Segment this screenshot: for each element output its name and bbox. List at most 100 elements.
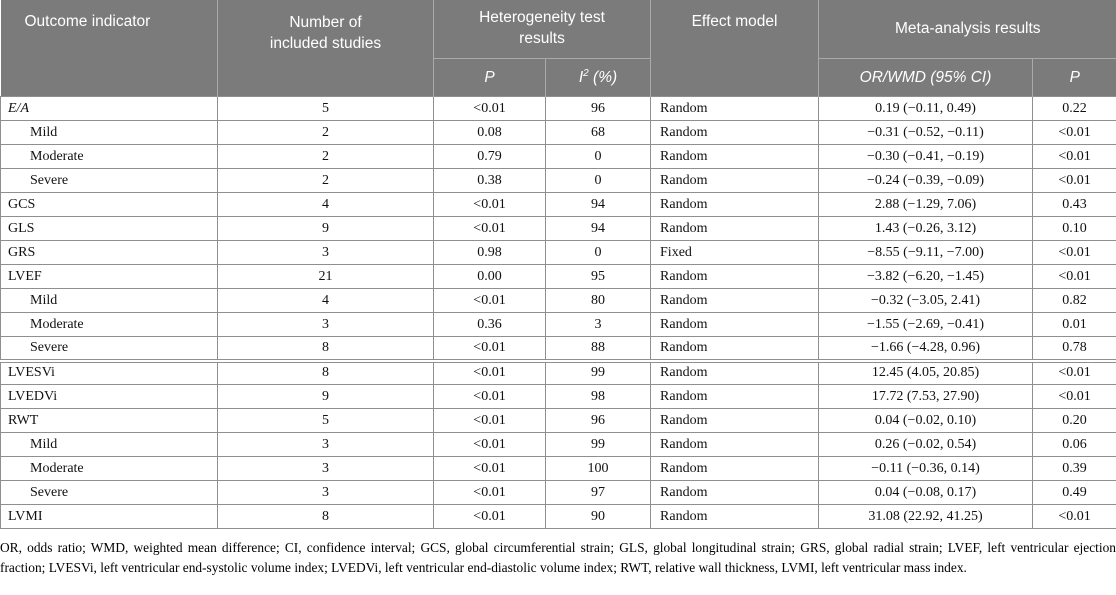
cell-meta-p: <0.01 — [1032, 384, 1116, 409]
cell-effect-model: Random — [650, 432, 820, 457]
cell-meta-p: 0.01 — [1032, 312, 1116, 337]
i-squared-sup: 2 — [583, 67, 589, 79]
cell-heterogeneity-p: <0.01 — [433, 432, 546, 457]
cell-outcome: RWT — [0, 408, 218, 433]
cell-num-studies: 9 — [217, 384, 434, 409]
cell-meta-p: 0.49 — [1032, 480, 1116, 505]
cell-heterogeneity-p: 0.08 — [433, 120, 546, 145]
header-heterogeneity-p: P — [433, 58, 546, 97]
cell-num-studies: 2 — [217, 120, 434, 145]
cell-i-squared: 0 — [544, 240, 652, 265]
table-header: Outcome indicator Number of included stu… — [0, 0, 1116, 97]
cell-or-wmd-ci: 0.19 (−0.11, 0.49) — [818, 96, 1034, 121]
cell-meta-p: <0.01 — [1032, 504, 1116, 529]
cell-effect-model: Random — [650, 456, 820, 481]
table-row: Moderate 2 0.79 0 Random −0.30 (−0.41, −… — [0, 144, 1116, 169]
table-row: LVEDVi 9 <0.01 98 Random 17.72 (7.53, 27… — [0, 384, 1116, 409]
cell-meta-p: <0.01 — [1032, 264, 1116, 289]
cell-num-studies: 4 — [217, 192, 434, 217]
cell-or-wmd-ci: −0.24 (−0.39, −0.09) — [818, 168, 1034, 193]
cell-heterogeneity-p: 0.36 — [433, 312, 546, 337]
table-row: Mild 2 0.08 68 Random −0.31 (−0.52, −0.1… — [0, 120, 1116, 145]
table-row: Moderate 3 0.36 3 Random −1.55 (−2.69, −… — [0, 312, 1116, 337]
cell-i-squared: 95 — [544, 264, 652, 289]
table-row: LVEF 21 0.00 95 Random −3.82 (−6.20, −1.… — [0, 264, 1116, 289]
header-outcome-indicator: Outcome indicator — [0, 0, 218, 97]
cell-outcome: Moderate — [0, 456, 218, 481]
cell-heterogeneity-p: <0.01 — [433, 216, 546, 241]
table-row: LVMI 8 <0.01 90 Random 31.08 (22.92, 41.… — [0, 504, 1116, 529]
cell-effect-model: Random — [650, 312, 820, 337]
header-i-squared: I2 (%) — [544, 58, 652, 97]
cell-or-wmd-ci: 1.43 (−0.26, 3.12) — [818, 216, 1034, 241]
header-number-of-studies: Number of included studies — [217, 0, 434, 97]
cell-effect-model: Random — [650, 504, 820, 529]
cell-num-studies: 3 — [217, 240, 434, 265]
cell-heterogeneity-p: <0.01 — [433, 96, 546, 121]
cell-or-wmd-ci: 17.72 (7.53, 27.90) — [818, 384, 1034, 409]
cell-outcome: GRS — [0, 240, 218, 265]
cell-i-squared: 80 — [544, 288, 652, 313]
cell-num-studies: 8 — [217, 358, 434, 385]
cell-meta-p: 0.20 — [1032, 408, 1116, 433]
header-heterogeneity-test-results: Heterogeneity test results — [432, 0, 652, 59]
cell-heterogeneity-p: 0.98 — [433, 240, 546, 265]
cell-outcome: E/A — [0, 96, 218, 121]
cell-i-squared: 0 — [544, 168, 652, 193]
table-row: E/A 5 <0.01 96 Random 0.19 (−0.11, 0.49)… — [0, 96, 1116, 121]
cell-i-squared: 98 — [544, 384, 652, 409]
cell-heterogeneity-p: <0.01 — [433, 358, 546, 385]
cell-outcome: Moderate — [0, 312, 218, 337]
cell-or-wmd-ci: −0.31 (−0.52, −0.11) — [818, 120, 1034, 145]
cell-outcome: Mild — [0, 432, 218, 457]
cell-or-wmd-ci: 12.45 (4.05, 20.85) — [818, 358, 1034, 385]
cell-outcome: Mild — [0, 288, 218, 313]
cell-heterogeneity-p: <0.01 — [433, 192, 546, 217]
cell-or-wmd-ci: −0.11 (−0.36, 0.14) — [818, 456, 1034, 481]
cell-i-squared: 99 — [544, 358, 652, 385]
header-meta-p: P — [1032, 58, 1116, 97]
table-footnote-abbreviations: OR, odds ratio; WMD, weighted mean diffe… — [0, 540, 1116, 575]
cell-or-wmd-ci: −1.55 (−2.69, −0.41) — [818, 312, 1034, 337]
cell-meta-p: <0.01 — [1032, 358, 1116, 385]
cell-outcome: LVMI — [0, 504, 218, 529]
cell-outcome: Moderate — [0, 144, 218, 169]
cell-effect-model: Random — [650, 480, 820, 505]
cell-i-squared: 94 — [544, 216, 652, 241]
cell-effect-model: Random — [650, 192, 820, 217]
table-row: Severe 2 0.38 0 Random −0.24 (−0.39, −0.… — [0, 168, 1116, 193]
table-row: Severe 3 <0.01 97 Random 0.04 (−0.08, 0.… — [0, 480, 1116, 505]
cell-outcome: GCS — [0, 192, 218, 217]
meta-analysis-results-table: Outcome indicator Number of included stu… — [0, 0, 1116, 529]
table-row: Severe 8 <0.01 88 Random −1.66 (−4.28, 0… — [0, 336, 1116, 361]
cell-i-squared: 68 — [544, 120, 652, 145]
cell-num-studies: 4 — [217, 288, 434, 313]
cell-effect-model: Random — [650, 384, 820, 409]
cell-heterogeneity-p: <0.01 — [433, 504, 546, 529]
cell-meta-p: <0.01 — [1032, 240, 1116, 265]
cell-meta-p: 0.43 — [1032, 192, 1116, 217]
i-squared-suffix: (%) — [588, 69, 618, 87]
cell-i-squared: 96 — [544, 96, 652, 121]
cell-num-studies: 3 — [217, 432, 434, 457]
cell-heterogeneity-p: <0.01 — [433, 384, 546, 409]
cell-i-squared: 97 — [544, 480, 652, 505]
cell-outcome: LVEDVi — [0, 384, 218, 409]
cell-or-wmd-ci: 0.04 (−0.02, 0.10) — [818, 408, 1034, 433]
cell-meta-p: <0.01 — [1032, 168, 1116, 193]
cell-or-wmd-ci: 31.08 (22.92, 41.25) — [818, 504, 1034, 529]
cell-num-studies: 2 — [217, 144, 434, 169]
cell-num-studies: 8 — [217, 336, 434, 361]
table-row: LVESVi 8 <0.01 99 Random 12.45 (4.05, 20… — [0, 358, 1116, 385]
cell-num-studies: 3 — [217, 480, 434, 505]
cell-i-squared: 3 — [544, 312, 652, 337]
cell-outcome: Severe — [0, 480, 218, 505]
table-row: RWT 5 <0.01 96 Random 0.04 (−0.02, 0.10)… — [0, 408, 1116, 433]
cell-meta-p: 0.78 — [1032, 336, 1116, 361]
cell-or-wmd-ci: −1.66 (−4.28, 0.96) — [818, 336, 1034, 361]
cell-heterogeneity-p: 0.79 — [433, 144, 546, 169]
cell-outcome: GLS — [0, 216, 218, 241]
cell-num-studies: 3 — [217, 456, 434, 481]
cell-heterogeneity-p: 0.00 — [433, 264, 546, 289]
cell-or-wmd-ci: −0.32 (−3.05, 2.41) — [818, 288, 1034, 313]
